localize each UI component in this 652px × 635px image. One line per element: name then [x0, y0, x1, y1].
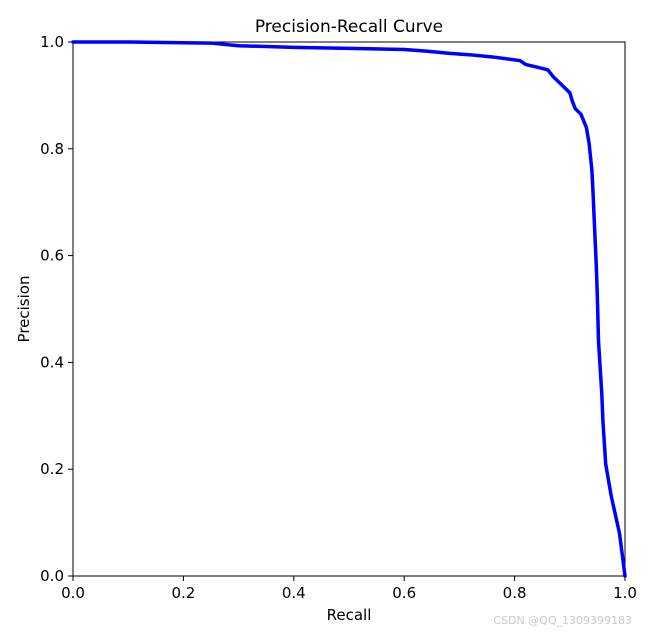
y-tick-label: 0.4: [40, 353, 64, 371]
y-tick-label: 0.2: [40, 460, 64, 478]
y-axis-label: Precision: [15, 276, 33, 343]
plot-area: [72, 41, 626, 577]
y-tick-label: 0.0: [40, 567, 64, 585]
x-axis-ticks: 0.0 0.2 0.4 0.6 0.8 1.0: [61, 576, 637, 602]
x-tick-label: 0.6: [392, 584, 416, 602]
watermark: CSDN @QQ_1309399183: [493, 614, 632, 627]
x-tick-label: 0.8: [503, 584, 527, 602]
y-tick-label: 0.8: [40, 140, 64, 158]
x-tick-label: 0.0: [61, 584, 85, 602]
x-axis-label: Recall: [327, 606, 372, 624]
x-tick-label: 1.0: [613, 584, 637, 602]
y-axis-ticks: 0.0 0.2 0.4 0.6 0.8 1.0: [40, 33, 73, 585]
chart-title: Precision-Recall Curve: [255, 17, 443, 37]
x-tick-label: 0.2: [171, 584, 195, 602]
precision-recall-line: [71, 40, 627, 578]
x-tick-label: 0.4: [282, 584, 306, 602]
y-tick-label: 0.6: [40, 247, 64, 265]
y-tick-label: 1.0: [40, 33, 64, 51]
